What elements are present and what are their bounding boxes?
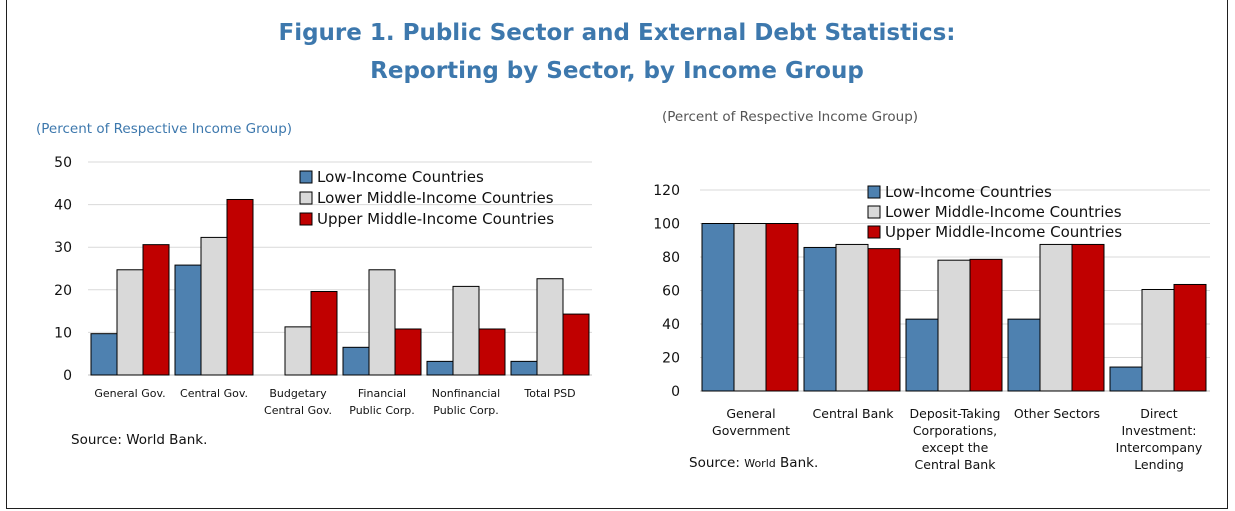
y-tick-label: 100 xyxy=(653,217,680,233)
bar xyxy=(1109,366,1143,392)
bar xyxy=(733,223,767,392)
x-category-label: Central Bank xyxy=(915,457,997,472)
left-chart-source: Source: World Bank. xyxy=(71,432,208,448)
bar xyxy=(284,326,312,376)
legend-label: Upper Middle-Income Countries xyxy=(885,223,1122,241)
y-tick-label: 30 xyxy=(54,240,72,256)
x-category-label: Lending xyxy=(1134,457,1184,472)
bar xyxy=(226,198,254,376)
bar xyxy=(174,264,202,376)
y-tick-label: 120 xyxy=(653,183,680,199)
y-tick-label: 40 xyxy=(54,198,72,214)
legend-swatch xyxy=(867,185,881,199)
x-category-label: Nonfinancial xyxy=(432,387,500,400)
x-category-label: Central Gov. xyxy=(180,387,248,400)
x-category-label: Corporations, xyxy=(913,423,997,438)
bar xyxy=(478,328,506,376)
bar xyxy=(1039,243,1073,392)
bar xyxy=(701,223,735,392)
bar xyxy=(803,246,837,392)
x-category-label: Government xyxy=(712,423,790,438)
bar xyxy=(1173,283,1207,392)
bar xyxy=(310,291,338,376)
x-category-label: Other Sectors xyxy=(1014,406,1100,421)
figure-frame xyxy=(6,0,1228,509)
bar xyxy=(765,223,799,392)
figure-title-line2: Reporting by Sector, by Income Group xyxy=(370,58,864,84)
legend-swatch xyxy=(867,205,881,219)
bar xyxy=(937,259,971,392)
legend-swatch xyxy=(867,225,881,239)
y-tick-label: 40 xyxy=(662,317,680,333)
x-category-label: Investment: xyxy=(1121,423,1196,438)
source-prefix: Source: xyxy=(689,455,745,471)
y-tick-label: 50 xyxy=(54,155,72,171)
x-category-label: except the xyxy=(922,440,989,455)
source-small-word: World xyxy=(744,457,776,470)
bar xyxy=(452,285,480,376)
y-tick-label: 0 xyxy=(63,368,72,384)
y-tick-label: 0 xyxy=(671,384,680,400)
bar xyxy=(142,244,170,376)
figure-title-line1: Figure 1. Public Sector and External Deb… xyxy=(278,20,956,46)
source-suffix: Bank. xyxy=(775,455,819,471)
y-tick-label: 10 xyxy=(54,325,72,341)
y-tick-label: 20 xyxy=(662,351,680,367)
y-tick-label: 20 xyxy=(54,283,72,299)
bar xyxy=(1007,318,1041,392)
bar xyxy=(969,258,1003,392)
bar xyxy=(905,318,939,392)
legend-swatch xyxy=(299,191,313,205)
left-chart-subtitle: (Percent of Respective Income Group) xyxy=(36,121,293,137)
right-chart-source: Source: World Bank. xyxy=(689,455,818,471)
right-chart-subtitle: (Percent of Respective Income Group) xyxy=(662,109,919,125)
bar xyxy=(200,236,228,376)
bar xyxy=(368,269,396,376)
bar xyxy=(394,328,422,376)
bar xyxy=(835,243,869,392)
x-category-label: Central Bank xyxy=(813,406,895,421)
bar xyxy=(1071,243,1105,392)
x-category-label: Financial xyxy=(358,387,406,400)
legend-swatch xyxy=(299,170,313,184)
x-category-label: Budgetary xyxy=(269,387,327,400)
x-category-label: Total PSD xyxy=(523,387,575,400)
x-category-label: General Gov. xyxy=(94,387,165,400)
y-tick-label: 80 xyxy=(662,250,680,266)
bar xyxy=(90,333,118,376)
x-category-label: Direct xyxy=(1140,406,1178,421)
x-category-label: General xyxy=(726,406,775,421)
x-category-label: Public Corp. xyxy=(433,404,498,417)
bar xyxy=(342,346,370,376)
legend-label: Upper Middle-Income Countries xyxy=(317,210,554,228)
x-category-label: Intercompany xyxy=(1116,440,1203,455)
y-tick-label: 60 xyxy=(662,284,680,300)
legend-swatch xyxy=(299,212,313,226)
bar xyxy=(562,313,590,376)
x-category-label: Deposit-Taking xyxy=(910,406,1001,421)
legend-label: Low-Income Countries xyxy=(317,168,484,186)
bar xyxy=(116,269,144,376)
bar xyxy=(536,278,564,376)
x-category-label: Public Corp. xyxy=(349,404,414,417)
legend-label: Low-Income Countries xyxy=(885,183,1052,201)
bar xyxy=(1141,288,1175,392)
legend-label: Lower Middle-Income Countries xyxy=(317,189,554,207)
bar xyxy=(867,248,901,392)
x-category-label: Central Gov. xyxy=(264,404,332,417)
legend-label: Lower Middle-Income Countries xyxy=(885,203,1122,221)
